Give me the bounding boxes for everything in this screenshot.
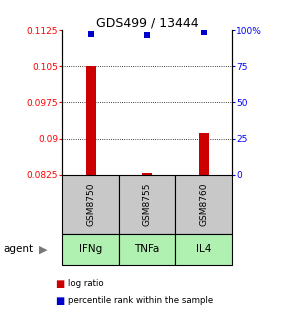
Text: GSM8760: GSM8760	[199, 182, 208, 226]
Text: agent: agent	[3, 245, 33, 254]
Text: percentile rank within the sample: percentile rank within the sample	[68, 296, 213, 305]
Bar	[175, 234, 232, 265]
Bar	[86, 67, 96, 175]
Bar	[142, 173, 152, 175]
Bar	[62, 234, 119, 265]
Bar	[175, 175, 232, 234]
Text: ■: ■	[55, 296, 64, 306]
Bar	[199, 133, 209, 175]
Text: IFNg: IFNg	[79, 245, 102, 254]
Text: log ratio: log ratio	[68, 280, 104, 288]
Bar	[119, 175, 175, 234]
Text: GSM8755: GSM8755	[143, 182, 152, 226]
Bar	[62, 175, 119, 234]
Bar	[119, 234, 175, 265]
Text: ■: ■	[55, 279, 64, 289]
Text: ▶: ▶	[39, 245, 48, 254]
Text: TNFa: TNFa	[135, 245, 160, 254]
Title: GDS499 / 13444: GDS499 / 13444	[96, 16, 198, 29]
Text: GSM8750: GSM8750	[86, 182, 95, 226]
Text: IL4: IL4	[196, 245, 211, 254]
